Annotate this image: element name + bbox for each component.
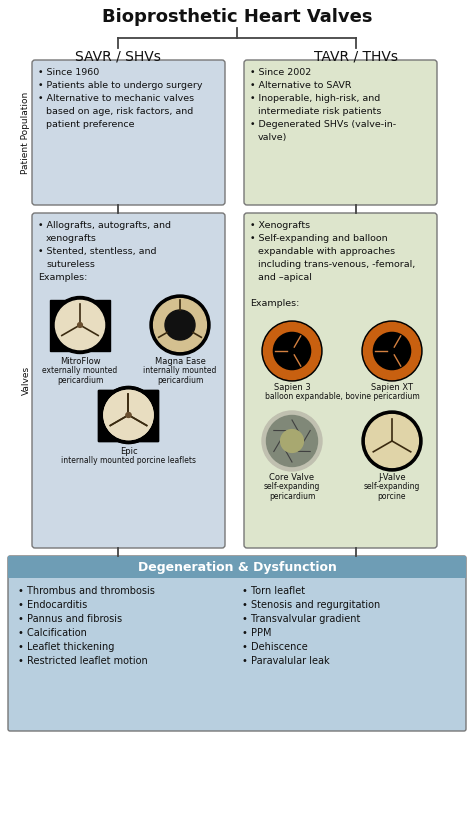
FancyBboxPatch shape (8, 556, 466, 731)
Text: • Xenografts: • Xenografts (250, 221, 310, 230)
Text: xenografts: xenografts (46, 234, 97, 243)
Text: • Dehiscence: • Dehiscence (242, 642, 308, 652)
Text: including trans-venous, -femoral,: including trans-venous, -femoral, (258, 260, 415, 269)
Circle shape (374, 332, 410, 370)
Text: Patient Population: Patient Population (21, 92, 30, 173)
Text: intermediate risk patients: intermediate risk patients (258, 107, 382, 116)
Text: • Since 2002: • Since 2002 (250, 68, 311, 77)
Circle shape (266, 416, 318, 466)
Text: • Degenerated SHVs (valve-in-: • Degenerated SHVs (valve-in- (250, 120, 396, 129)
Text: Epic: Epic (120, 447, 137, 456)
Text: • Self-expanding and balloon: • Self-expanding and balloon (250, 234, 388, 243)
Bar (50, 299, 110, 351)
Text: based on age, risk factors, and: based on age, risk factors, and (46, 107, 193, 116)
Circle shape (104, 390, 153, 440)
Text: Valves: Valves (21, 366, 30, 395)
Circle shape (362, 321, 422, 381)
Text: TAVR / THVs: TAVR / THVs (314, 50, 398, 64)
Bar (99, 389, 158, 441)
Text: • Patients able to undergo surgery: • Patients able to undergo surgery (38, 81, 202, 90)
Text: balloon expandable, bovine pericardium: balloon expandable, bovine pericardium (264, 392, 419, 401)
Text: • Inoperable, high-risk, and: • Inoperable, high-risk, and (250, 94, 380, 103)
FancyBboxPatch shape (32, 60, 225, 205)
Circle shape (262, 411, 322, 471)
Circle shape (273, 332, 310, 370)
Text: • Torn leaflet: • Torn leaflet (242, 586, 305, 596)
Bar (8, 556, 466, 578)
Circle shape (126, 412, 131, 417)
Text: internally mounted porcine leaflets: internally mounted porcine leaflets (61, 456, 196, 465)
Text: • Transvalvular gradient: • Transvalvular gradient (242, 614, 360, 624)
Text: Examples:: Examples: (38, 273, 87, 282)
FancyBboxPatch shape (244, 60, 437, 205)
Circle shape (126, 412, 131, 417)
Text: MitroFlow: MitroFlow (60, 357, 100, 366)
Text: • Since 1960: • Since 1960 (38, 68, 99, 77)
Circle shape (262, 321, 322, 381)
Circle shape (150, 295, 210, 355)
Text: • Calcification: • Calcification (18, 628, 87, 638)
Text: internally mounted
pericardium: internally mounted pericardium (143, 366, 217, 385)
Text: • Paravalular leak: • Paravalular leak (242, 656, 329, 666)
Text: self-expanding
porcine: self-expanding porcine (364, 482, 420, 502)
Text: and –apical: and –apical (258, 273, 312, 282)
Text: expandable with approaches: expandable with approaches (258, 247, 395, 256)
Circle shape (104, 390, 153, 440)
Text: Core Valve: Core Valve (269, 473, 315, 482)
Circle shape (264, 323, 320, 380)
Text: Magna Ease: Magna Ease (155, 357, 205, 366)
Circle shape (362, 411, 422, 471)
Text: valve): valve) (258, 133, 287, 142)
Text: • Restricted leaflet motion: • Restricted leaflet motion (18, 656, 148, 666)
Circle shape (100, 386, 157, 444)
Text: Sapien 3: Sapien 3 (273, 383, 310, 392)
FancyBboxPatch shape (244, 213, 437, 548)
Circle shape (154, 299, 206, 351)
Text: • Stented, stentless, and: • Stented, stentless, and (38, 247, 156, 256)
Circle shape (364, 323, 420, 380)
Text: • PPM: • PPM (242, 628, 272, 638)
Circle shape (281, 430, 303, 452)
Circle shape (165, 310, 195, 340)
Text: Sapien XT: Sapien XT (371, 383, 413, 392)
Text: • Pannus and fibrosis: • Pannus and fibrosis (18, 614, 122, 624)
Circle shape (78, 323, 82, 328)
Text: patient preference: patient preference (46, 120, 135, 129)
Text: Degeneration & Dysfunction: Degeneration & Dysfunction (137, 560, 337, 573)
Text: • Alternative to SAVR: • Alternative to SAVR (250, 81, 352, 90)
Circle shape (55, 300, 105, 350)
Text: self-expanding
pericardium: self-expanding pericardium (264, 482, 320, 502)
Text: J-Valve: J-Valve (378, 473, 406, 482)
Text: Bioprosthetic Heart Valves: Bioprosthetic Heart Valves (102, 8, 372, 26)
Text: • Allografts, autografts, and: • Allografts, autografts, and (38, 221, 171, 230)
Text: • Thrombus and thrombosis: • Thrombus and thrombosis (18, 586, 155, 596)
Text: sutureless: sutureless (46, 260, 95, 269)
Text: • Endocarditis: • Endocarditis (18, 600, 87, 610)
Text: SAVR / SHVs: SAVR / SHVs (75, 50, 161, 64)
Text: • Alternative to mechanic valves: • Alternative to mechanic valves (38, 94, 194, 103)
Text: Examples:: Examples: (250, 299, 300, 308)
Circle shape (52, 296, 109, 353)
Text: • Stenosis and regurgitation: • Stenosis and regurgitation (242, 600, 380, 610)
Text: externally mounted
pericardium: externally mounted pericardium (42, 366, 118, 385)
FancyBboxPatch shape (32, 213, 225, 548)
Circle shape (100, 386, 157, 444)
Circle shape (365, 415, 419, 468)
Text: • Leaflet thickening: • Leaflet thickening (18, 642, 114, 652)
Bar (99, 389, 158, 441)
